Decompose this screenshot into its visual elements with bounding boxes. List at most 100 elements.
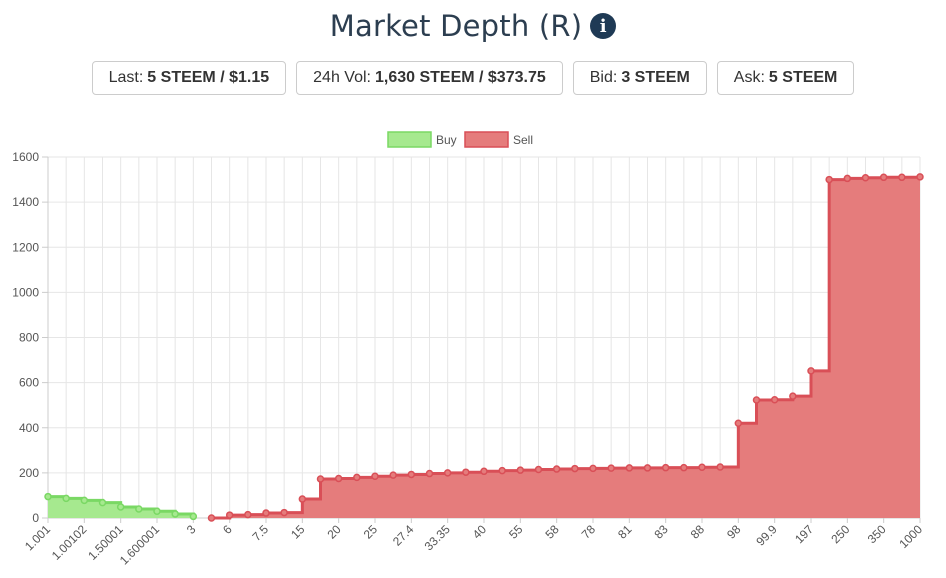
x-tick-label: 40 (470, 522, 490, 542)
depth-chart: 0 200 400 600 800 1000 1200 1400 1600 1.0011.0010… (12, 131, 925, 568)
sell-point (898, 173, 906, 182)
x-tick-label: 6 (220, 522, 235, 537)
x-tick-label: 55 (506, 522, 526, 542)
x-tick-label: 78 (579, 522, 599, 542)
x-tick-label: 20 (324, 522, 344, 542)
sell-point (843, 174, 852, 183)
x-tick-label: 33.35 (422, 522, 453, 553)
sell-point (425, 469, 434, 478)
info-icon[interactable]: i (590, 13, 617, 39)
sell-point (807, 367, 815, 375)
legend-label-sell: Sell (513, 133, 533, 147)
stat-bid-label: Bid: (589, 69, 618, 86)
sell-point (462, 468, 470, 476)
x-tick-label: 15 (288, 522, 308, 542)
sell-point (316, 475, 325, 483)
sell-point (734, 419, 743, 427)
sell-point (371, 472, 379, 481)
stat-last-label: Last: (108, 69, 144, 86)
x-tick-label: 27.4 (390, 522, 417, 549)
x-tick-label: 83 (651, 522, 671, 542)
sell-point (770, 396, 779, 404)
buy-point (153, 507, 161, 515)
y-tick-label: 400 (19, 421, 39, 435)
sell-point (607, 464, 615, 472)
x-tick-label: 250 (828, 522, 852, 546)
x-tick-label: 1.600001 (117, 522, 163, 568)
x-tick-label: 350 (865, 522, 889, 546)
buy-point (116, 503, 125, 511)
sell-point (698, 463, 706, 471)
y-tick-label: 800 (19, 331, 39, 345)
sell-point (480, 467, 488, 476)
x-tick-label: 197 (792, 522, 816, 546)
x-tick-label: 58 (542, 522, 562, 542)
sell-point (443, 469, 452, 477)
x-tick-label: 1000 (896, 522, 925, 551)
sell-area (211, 176, 920, 519)
x-tick-label: 3 (184, 522, 199, 537)
y-tick-label: 1000 (12, 285, 39, 299)
sell-point (280, 508, 288, 517)
x-tick-label: 98 (724, 522, 744, 542)
x-tick-label: 25 (361, 522, 381, 542)
y-tick-label: 0 (32, 511, 39, 525)
sell-point (407, 470, 416, 479)
sell-point (571, 464, 579, 473)
x-tick-label: 1.001 (22, 522, 53, 553)
sell-point (353, 473, 361, 482)
sell-point (680, 463, 688, 472)
stat-ask-value: 5 STEEM (768, 69, 838, 86)
x-tick-label: 81 (615, 522, 635, 542)
stat-last: Last: 5 STEEM / $1.15 (91, 61, 287, 95)
buy-point (98, 498, 107, 507)
legend-label-buy: Buy (436, 133, 457, 147)
sell-point (789, 392, 797, 400)
sell-point (752, 396, 761, 404)
buy-point (80, 496, 89, 505)
stat-bid: Bid: 3 STEEM (572, 61, 707, 95)
page-title: Market Depth (R) (329, 9, 583, 43)
sell-point (589, 464, 597, 473)
legend-swatch-buy (387, 131, 432, 148)
sell-point (498, 466, 506, 475)
buy-point (62, 494, 70, 503)
sell-point (334, 474, 343, 483)
stat-volume-value: 1,630 STEEM / $373.75 (374, 69, 546, 86)
sell-point (298, 495, 307, 503)
sell-point (516, 466, 525, 474)
y-tick-label: 1400 (12, 195, 39, 209)
sell-point (552, 465, 561, 473)
sell-point (225, 511, 234, 519)
x-tick-label: 88 (688, 522, 708, 542)
sell-point (916, 173, 924, 181)
stat-last-value: 5 STEEM / $1.15 (147, 69, 270, 86)
x-tick-label: 7.5 (249, 522, 271, 544)
sell-point (661, 463, 670, 472)
sell-point (207, 514, 216, 522)
x-tick-label: 1.00102 (49, 522, 90, 563)
sell-point (861, 174, 870, 182)
stat-volume: 24h Vol: 1,630 STEEM / $373.75 (296, 61, 563, 95)
y-tick-label: 600 (19, 376, 39, 390)
stat-ask: Ask: 5 STEEM (716, 61, 855, 95)
sell-point (262, 509, 270, 517)
sell-point (534, 465, 543, 474)
y-tick-label: 200 (19, 466, 39, 480)
sell-point (825, 175, 833, 184)
stat-ask-label: Ask: (733, 69, 765, 86)
sell-point (389, 471, 397, 479)
stat-volume-label: 24h Vol: (313, 69, 371, 86)
sell-point (879, 173, 888, 182)
buy-point (135, 505, 143, 513)
y-tick-label: 1600 (12, 150, 39, 164)
buy-point (44, 492, 52, 501)
sell-point (643, 464, 652, 472)
sell-point (625, 464, 634, 472)
y-tick-label: 1200 (12, 240, 39, 254)
buy-point (189, 512, 198, 521)
sell-point (716, 463, 724, 471)
chart-header: Market Depth (R) i (0, 0, 946, 52)
x-tick-label: 99.9 (753, 522, 780, 549)
sell-point (244, 510, 252, 519)
